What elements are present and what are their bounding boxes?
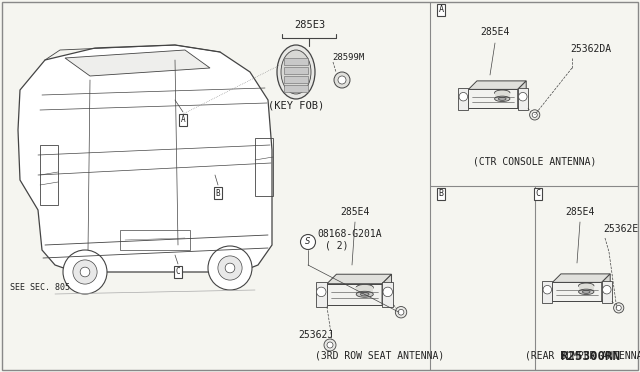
- Circle shape: [518, 93, 527, 101]
- Polygon shape: [65, 50, 210, 76]
- Text: 285E4: 285E4: [340, 207, 370, 217]
- Polygon shape: [518, 88, 528, 110]
- Ellipse shape: [579, 283, 594, 288]
- Ellipse shape: [356, 291, 373, 297]
- Circle shape: [603, 285, 611, 294]
- Text: 28599M: 28599M: [332, 53, 364, 62]
- Bar: [284, 85, 308, 92]
- Polygon shape: [327, 274, 392, 284]
- Polygon shape: [382, 282, 394, 307]
- Bar: [579, 286, 594, 292]
- Ellipse shape: [356, 285, 373, 291]
- Polygon shape: [542, 281, 552, 303]
- Circle shape: [543, 285, 552, 294]
- Polygon shape: [18, 45, 272, 272]
- Bar: [284, 67, 308, 74]
- Ellipse shape: [579, 289, 594, 295]
- Text: (CTR CONSOLE ANTENNA): (CTR CONSOLE ANTENNA): [474, 157, 596, 167]
- Ellipse shape: [495, 96, 510, 102]
- Circle shape: [396, 307, 407, 318]
- Bar: [284, 76, 308, 83]
- Polygon shape: [552, 282, 602, 301]
- Polygon shape: [602, 281, 612, 303]
- Circle shape: [218, 256, 242, 280]
- Text: B: B: [216, 189, 220, 198]
- Text: ( 2): ( 2): [325, 240, 349, 250]
- Text: A: A: [180, 115, 186, 125]
- Polygon shape: [552, 274, 610, 282]
- Text: 25362DA: 25362DA: [570, 44, 611, 54]
- Text: 08168-G201A: 08168-G201A: [317, 229, 381, 239]
- Ellipse shape: [495, 90, 510, 95]
- Circle shape: [530, 110, 540, 120]
- Polygon shape: [382, 274, 392, 305]
- Bar: [255, 138, 273, 196]
- Text: SEE SEC. 805: SEE SEC. 805: [10, 283, 70, 292]
- Circle shape: [338, 76, 346, 84]
- Circle shape: [614, 303, 624, 313]
- Circle shape: [398, 310, 404, 315]
- Text: A: A: [438, 6, 444, 15]
- Polygon shape: [327, 284, 382, 305]
- Circle shape: [459, 93, 468, 101]
- Text: (REAR BUMPER ANTENNA): (REAR BUMPER ANTENNA): [525, 350, 640, 360]
- Text: (KEY FOB): (KEY FOB): [268, 100, 324, 110]
- Circle shape: [327, 342, 333, 348]
- Text: 285E3: 285E3: [294, 20, 326, 30]
- Ellipse shape: [582, 290, 590, 294]
- Circle shape: [532, 112, 537, 118]
- Circle shape: [63, 250, 107, 294]
- Text: 25362J: 25362J: [298, 330, 333, 340]
- Bar: [495, 93, 510, 99]
- Text: C: C: [176, 267, 180, 276]
- Ellipse shape: [499, 97, 506, 100]
- Bar: [40, 145, 58, 205]
- Polygon shape: [468, 89, 518, 108]
- Text: (3RD ROW SEAT ANTENNA): (3RD ROW SEAT ANTENNA): [316, 350, 445, 360]
- Bar: [120, 230, 190, 250]
- Circle shape: [225, 263, 235, 273]
- Circle shape: [616, 305, 621, 311]
- Circle shape: [208, 246, 252, 290]
- Circle shape: [317, 287, 326, 296]
- Text: 25362E: 25362E: [603, 224, 638, 234]
- Bar: [284, 58, 308, 65]
- Ellipse shape: [277, 45, 315, 99]
- Circle shape: [73, 260, 97, 284]
- Text: C: C: [536, 189, 541, 199]
- Text: R25300RN: R25300RN: [560, 350, 620, 363]
- Polygon shape: [316, 282, 327, 307]
- Circle shape: [324, 339, 336, 351]
- Text: 285E4: 285E4: [565, 207, 595, 217]
- Circle shape: [80, 267, 90, 277]
- Ellipse shape: [281, 50, 311, 94]
- Polygon shape: [458, 88, 468, 110]
- Circle shape: [383, 287, 392, 296]
- Ellipse shape: [360, 292, 369, 296]
- Polygon shape: [602, 274, 610, 301]
- Polygon shape: [518, 81, 526, 108]
- Circle shape: [334, 72, 350, 88]
- Text: B: B: [438, 189, 444, 199]
- Circle shape: [301, 234, 316, 250]
- Polygon shape: [468, 81, 526, 89]
- Bar: [356, 288, 373, 294]
- Text: S: S: [305, 237, 310, 247]
- Text: 285E4: 285E4: [480, 27, 509, 37]
